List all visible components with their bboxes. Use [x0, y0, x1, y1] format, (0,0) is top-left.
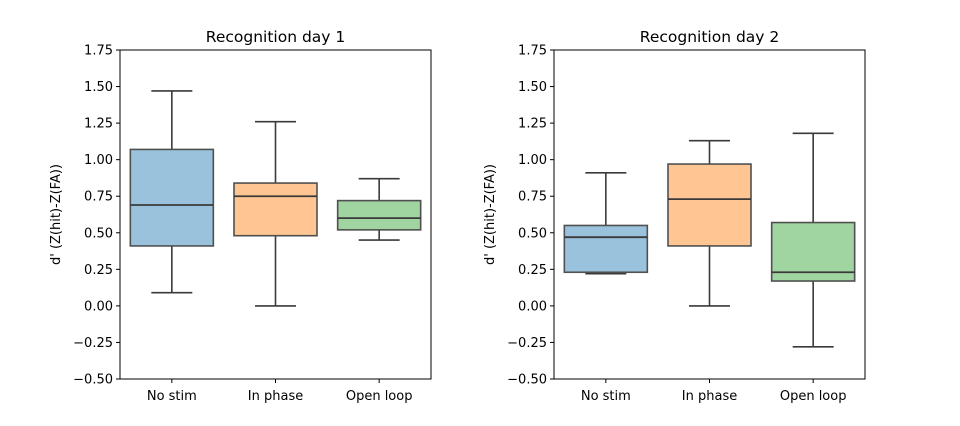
y-tick-label: 1.25: [518, 117, 547, 132]
y-tick-label: −0.50: [507, 373, 547, 388]
plot-frame: [119, 49, 432, 380]
box-body: [233, 182, 318, 237]
x-tick-label: In phase: [248, 389, 303, 404]
box-3: [336, 177, 422, 241]
box-body: [770, 221, 856, 282]
box-3: [770, 132, 856, 348]
y-tick-label: 1.50: [84, 80, 113, 95]
y-tick-label: −0.25: [73, 336, 113, 351]
y-tick-label: 1.75: [518, 44, 547, 59]
x-tick-label: No stim: [147, 389, 197, 404]
y-tick-label: 0.00: [518, 299, 547, 314]
y-tick-label: 1.50: [518, 80, 547, 95]
y-tick-label: 0.25: [518, 263, 547, 278]
y-axis-label: d' (Z(hit)-Z(FA)): [49, 164, 64, 265]
box-2: [233, 120, 318, 307]
chart-title: Recognition day 1: [206, 28, 346, 46]
box-2: [667, 139, 752, 307]
y-tick-label: 1.25: [84, 117, 113, 132]
x-tick-label: In phase: [682, 389, 737, 404]
box-1: [129, 90, 215, 294]
y-tick-label: 0.25: [84, 263, 113, 278]
y-tick-label: −0.50: [73, 373, 113, 388]
chart-panel-2: Recognition day 2 d' (Z(hit)-Z(FA)) −0.50 −…: [483, 28, 866, 404]
box-body: [129, 148, 215, 247]
box-body: [563, 224, 649, 274]
x-tick-label: Open loop: [780, 389, 847, 404]
y-tick-label: 0.75: [84, 190, 113, 205]
box-1: [563, 172, 649, 275]
chart-title: Recognition day 2: [640, 28, 780, 46]
y-tick-label: 1.75: [84, 44, 113, 59]
y-tick-label: 0.00: [84, 299, 113, 314]
y-tick-label: 0.50: [518, 226, 547, 241]
y-tick-label: 1.00: [84, 153, 113, 168]
y-tick-label: 1.00: [518, 153, 547, 168]
chart-panel-1: Recognition day 1 d' (Z(hit)-Z(FA)) −0.50 −…: [49, 28, 432, 404]
x-tick-label: Open loop: [346, 389, 413, 404]
x-tick-label: No stim: [581, 389, 631, 404]
box-body: [667, 163, 752, 247]
y-tick-label: 0.75: [518, 190, 547, 205]
y-tick-label: 0.50: [84, 226, 113, 241]
y-axis-label: d' (Z(hit)-Z(FA)): [483, 164, 498, 265]
y-tick-label: −0.25: [507, 336, 547, 351]
box-body: [336, 199, 422, 231]
plot-frame: [553, 49, 866, 380]
